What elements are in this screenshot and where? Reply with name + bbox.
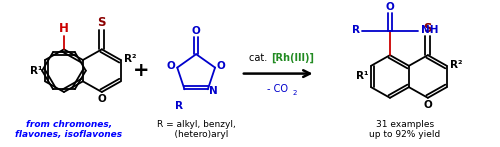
Text: H: H (59, 22, 69, 35)
Text: S: S (424, 22, 432, 35)
Text: O: O (192, 26, 200, 36)
Text: R²: R² (450, 60, 462, 70)
Text: R = alkyl, benzyl,: R = alkyl, benzyl, (157, 121, 236, 130)
Text: R: R (352, 25, 360, 35)
Text: cat.: cat. (250, 53, 270, 63)
Text: R¹: R¹ (30, 66, 42, 76)
Text: N: N (210, 86, 218, 96)
Text: (hetero)aryl: (hetero)aryl (164, 130, 229, 139)
Text: O: O (386, 2, 394, 12)
Text: O: O (424, 100, 432, 110)
Text: O: O (98, 94, 106, 104)
Text: [Rh(III)]: [Rh(III)] (270, 53, 314, 63)
Text: R²: R² (124, 54, 136, 64)
Text: S: S (98, 16, 106, 29)
Text: R: R (176, 101, 184, 111)
Text: O: O (167, 61, 175, 71)
Text: +: + (133, 61, 150, 80)
Text: 2: 2 (292, 90, 296, 96)
Text: flavones, isoflavones: flavones, isoflavones (16, 130, 122, 139)
Text: from chromones,: from chromones, (26, 121, 112, 130)
Text: O: O (216, 61, 226, 71)
Text: - CO: - CO (267, 84, 288, 94)
Text: up to 92% yield: up to 92% yield (370, 130, 440, 139)
Text: R¹: R¹ (356, 71, 368, 81)
Text: NH: NH (421, 25, 438, 35)
Text: 31 examples: 31 examples (376, 121, 434, 130)
